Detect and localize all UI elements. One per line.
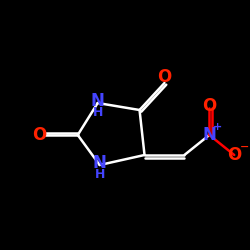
Text: N: N: [93, 154, 106, 172]
Text: O: O: [157, 68, 172, 86]
Text: O: O: [227, 146, 241, 164]
Text: O: O: [202, 97, 216, 115]
Text: N: N: [202, 126, 216, 144]
Text: O: O: [32, 126, 46, 144]
Text: +: +: [213, 122, 222, 132]
Text: −: −: [240, 142, 249, 152]
Text: N: N: [91, 92, 104, 110]
Text: H: H: [92, 106, 103, 120]
Text: H: H: [94, 168, 105, 181]
